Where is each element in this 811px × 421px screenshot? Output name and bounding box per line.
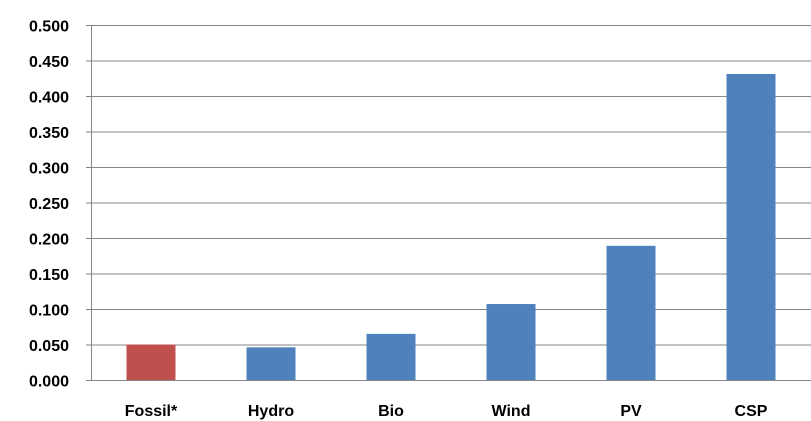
y-tick-label-9: 0.450 [29,54,69,71]
x-tick-label-hydro: Hydro [248,403,294,420]
y-tick-label-2: 0.100 [29,303,69,320]
x-tick-labels: Fossil* Hydro Bio Wind PV CSP [125,403,768,420]
bar-hydro [246,347,296,380]
bar-fossil [126,344,176,380]
bar-pv [606,245,656,380]
gridlines [91,25,811,346]
axes [86,25,811,381]
y-tick-label-6: 0.300 [29,161,69,178]
y-tick-label-10: 0.500 [29,19,69,36]
bar-csp [726,73,776,381]
y-tick-label-8: 0.400 [29,90,69,107]
y-tick-label-3: 0.150 [29,267,69,284]
x-tick-label-wind: Wind [492,403,531,420]
y-tick-label-5: 0.250 [29,196,69,213]
x-tick-label-fossil: Fossil* [125,403,178,420]
x-tick-label-csp: CSP [735,403,768,420]
x-tick-label-bio: Bio [378,403,404,420]
bar-bio [366,333,416,380]
bar-wind [486,304,536,380]
y-tick-label-0: 0.000 [29,374,69,391]
y-tick-labels: 0.000 0.050 0.100 0.150 0.200 0.250 0.300 0.350… [29,19,69,391]
y-tick-label-4: 0.200 [29,232,69,249]
bars [126,73,776,381]
x-tick-label-pv: PV [620,403,642,420]
y-tick-label-1: 0.050 [29,338,69,355]
y-tick-label-7: 0.350 [29,125,69,142]
